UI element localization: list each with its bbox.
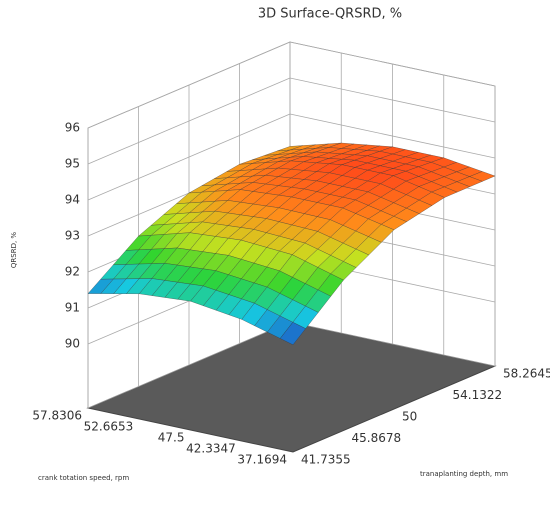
z-tick-label: 92 <box>65 265 80 279</box>
z-axis-title: QRSRD, % <box>10 232 18 269</box>
z-tick-label: 96 <box>65 121 80 135</box>
z-tick-label: 93 <box>65 229 80 243</box>
z-tick-label: 94 <box>65 193 80 207</box>
chart-title: 3D Surface-QRSRD, % <box>258 7 402 22</box>
x-tick-label: 47.5 <box>158 431 185 445</box>
y-tick-label: 58.2645 <box>503 367 550 381</box>
y-tick-label: 41.7355 <box>301 453 351 467</box>
y-tick-label: 50 <box>402 410 417 424</box>
x-axis-title: crank totation speed, rpm <box>38 474 129 482</box>
z-tick-label: 95 <box>65 157 80 171</box>
y-axis-title: tranaplanting depth, mm <box>420 470 508 478</box>
y-tick-label: 54.1322 <box>452 388 502 402</box>
z-tick-label: 90 <box>65 337 80 351</box>
x-tick-label: 37.1694 <box>237 453 287 467</box>
y-tick-label: 45.8678 <box>352 431 402 445</box>
x-tick-label: 52.6653 <box>84 420 134 434</box>
x-tick-label: 57.8306 <box>32 409 82 423</box>
x-tick-label: 42.3347 <box>186 442 236 456</box>
z-tick-label: 91 <box>65 301 80 315</box>
surface-cell <box>279 322 306 345</box>
